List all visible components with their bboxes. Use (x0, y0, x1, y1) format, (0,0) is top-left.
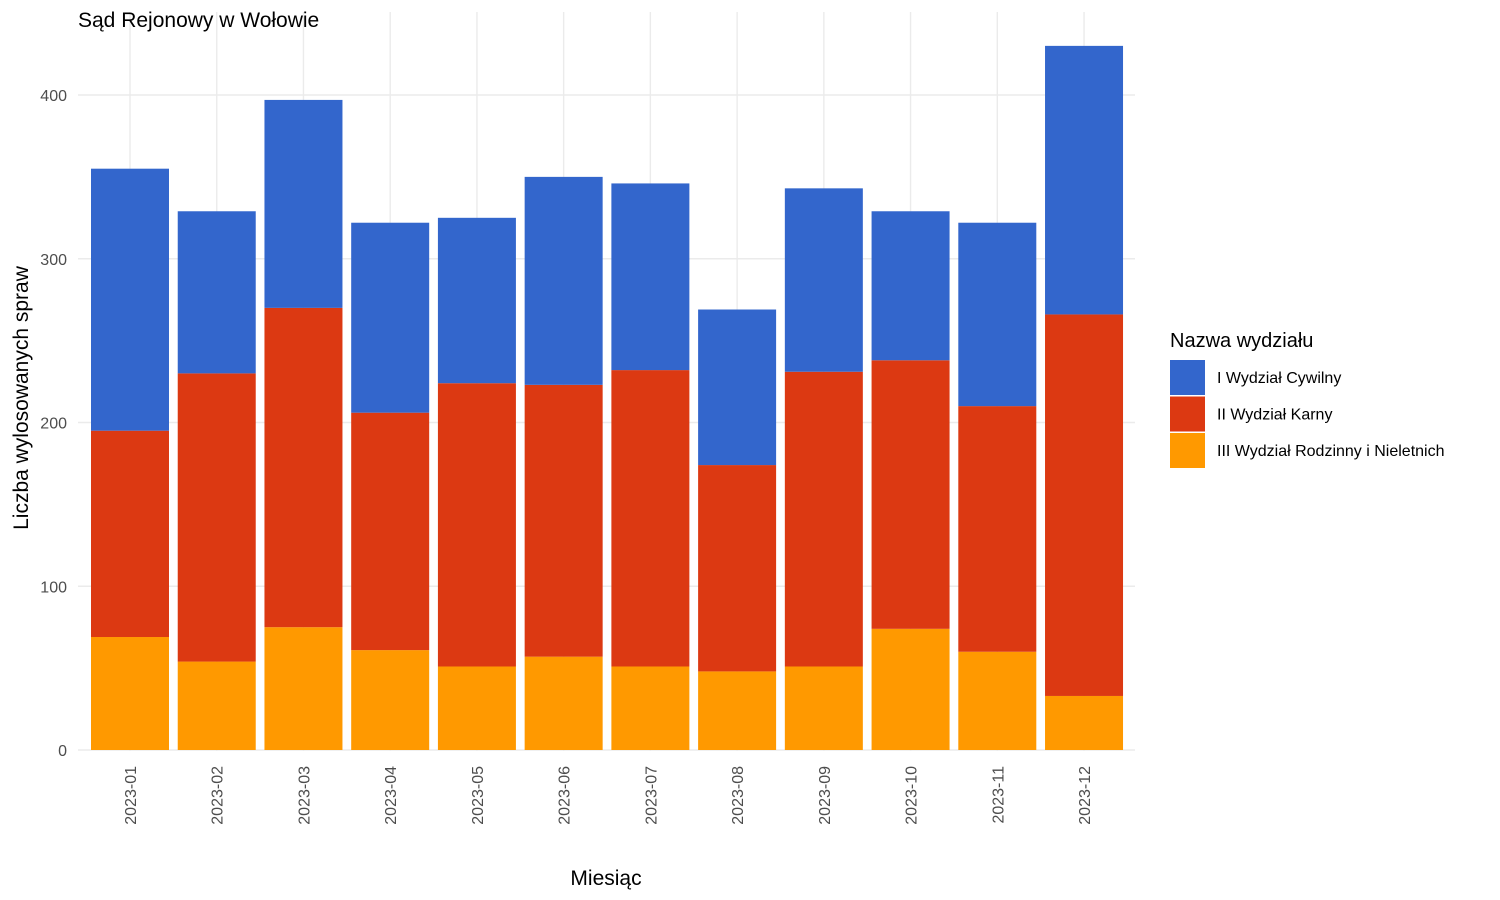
bar-segment (611, 183, 690, 371)
bar-segment (437, 217, 516, 384)
legend-label: I Wydział Cywilny (1217, 370, 1341, 387)
x-tick-label: 2023-09 (817, 766, 834, 825)
bar-segment (351, 650, 430, 750)
bar-segment (611, 666, 690, 750)
x-tick-label: 2023-01 (123, 766, 140, 825)
bar-segment (871, 360, 950, 629)
bars-layer (91, 45, 1124, 750)
x-tick-label: 2023-11 (990, 766, 1007, 824)
bar-segment (524, 656, 603, 750)
bar-segment (351, 412, 430, 651)
x-tick-label: 2023-02 (210, 766, 227, 825)
x-tick-label: 2023-06 (557, 766, 574, 825)
bar-segment (91, 430, 169, 638)
bar-segment (1045, 45, 1124, 315)
x-axis-title: Miesiąc (570, 867, 641, 890)
bar-segment (784, 371, 863, 667)
bar-segment (524, 176, 603, 385)
bar-segment (524, 384, 603, 657)
x-tick-label: 2023-10 (904, 766, 921, 825)
x-tick-label: 2023-12 (1077, 766, 1094, 825)
legend-swatch (1170, 433, 1205, 468)
bar-segment (1045, 695, 1124, 750)
bar-segment (784, 666, 863, 750)
legend-swatch (1170, 396, 1205, 432)
y-tick-labels: 0 100 200 300 400 (40, 88, 67, 760)
legend-label: III Wydział Rodzinny i Nieletnich (1217, 443, 1445, 460)
y-tick-label: 200 (40, 416, 67, 433)
bar-segment (351, 222, 430, 413)
legend-title: Nazwa wydziału (1170, 330, 1313, 352)
bar-segment (871, 211, 950, 361)
legend-swatch (1170, 360, 1205, 395)
bar-segment (437, 666, 516, 750)
bar-segment (1045, 314, 1124, 696)
y-tick-label: 300 (40, 252, 67, 269)
chart-title: Sąd Rejonowy w Wołowie (78, 9, 319, 32)
bar-segment (871, 628, 950, 750)
bar-segment (698, 309, 777, 466)
y-axis-title: Liczba wylosowanych spraw (10, 265, 33, 530)
bar-segment (958, 406, 1037, 652)
bar-segment (91, 168, 169, 431)
legend-items: I Wydział Cywilny II Wydział Karny III Wyd… (1170, 360, 1445, 468)
bar-segment (611, 370, 690, 667)
bar-segment (958, 222, 1037, 407)
y-tick-label: 400 (40, 88, 67, 105)
y-tick-label: 100 (40, 579, 67, 596)
bar-segment (698, 465, 777, 672)
x-tick-label: 2023-03 (296, 766, 313, 825)
bar-segment (177, 211, 256, 374)
bar-segment (264, 99, 343, 308)
y-tick-label: 0 (58, 743, 67, 760)
bar-segment (784, 188, 863, 372)
bar-segment (264, 307, 343, 628)
bar-segment (437, 383, 516, 667)
bar-segment (91, 637, 169, 750)
legend-label: II Wydział Karny (1217, 407, 1332, 424)
x-tick-label: 2023-05 (470, 766, 487, 825)
x-tick-labels: 2023-01 2023-02 2023-03 2023-04 2023-05 2023-… (123, 766, 1094, 825)
bar-segment (177, 661, 256, 750)
bar-segment (264, 627, 343, 750)
bar-segment (698, 671, 777, 750)
x-tick-label: 2023-08 (730, 766, 747, 825)
legend: Nazwa wydziału I Wydział Cywilny II Wydzi… (1170, 330, 1445, 468)
x-tick-label: 2023-07 (643, 766, 660, 825)
bar-segment (177, 373, 256, 662)
x-tick-label: 2023-04 (383, 766, 400, 825)
bar-segment (958, 651, 1037, 750)
